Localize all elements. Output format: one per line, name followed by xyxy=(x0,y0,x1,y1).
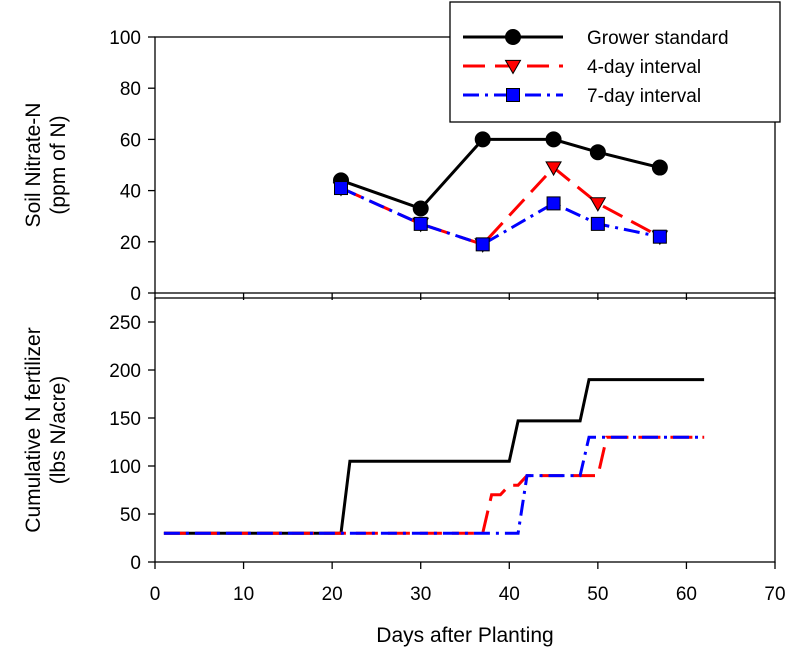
x-tick-label: 60 xyxy=(676,584,697,605)
y-tick-label: 250 xyxy=(109,313,141,334)
data-point xyxy=(546,196,561,211)
data-point xyxy=(474,131,491,148)
series-line-series-0 xyxy=(163,378,705,535)
x-tick-label: 40 xyxy=(499,584,520,605)
y-tick-label: 80 xyxy=(120,79,141,100)
bottom-panel: 0 50 100 150 200 250 0 10 20 30 40 50 60 70 Cumulative… xyxy=(22,297,786,605)
y-axis-title-line: Cumulative N fertilizer xyxy=(22,327,45,532)
plot-frame xyxy=(154,297,776,563)
y-tick-label: 40 xyxy=(120,182,141,203)
y-tick-label: 200 xyxy=(109,361,141,382)
data-point xyxy=(412,200,429,217)
y-tick-label: 50 xyxy=(120,505,141,526)
y-tick-label: 20 xyxy=(120,233,141,254)
data-point xyxy=(589,197,607,212)
legend-label: Grower standard xyxy=(587,28,729,49)
data-point xyxy=(545,161,562,177)
data-point xyxy=(589,144,606,161)
y-axis-title-line: Soil Nitrate-N xyxy=(22,103,45,228)
x-tick-label: 30 xyxy=(410,584,431,605)
x-axis-title-group: Days after Planting xyxy=(376,624,553,647)
series-line-4-day-interval xyxy=(340,165,661,247)
y-axis-title: Cumulative N fertilizer (lbs N/acre) xyxy=(22,327,70,532)
series-line-series-2 xyxy=(163,435,705,535)
y-tick-label: 100 xyxy=(109,28,141,49)
y-tick-label: 0 xyxy=(130,553,141,574)
series-line-grower-standard xyxy=(340,137,661,211)
data-point xyxy=(413,216,428,231)
x-axis-title: Days after Planting xyxy=(376,624,553,647)
y-axis-title-line: (lbs N/acre) xyxy=(47,376,70,485)
top-panel: 0 20 40 60 80 100 Soil Nitrate-N (ppm of N) xyxy=(22,28,776,305)
data-point xyxy=(545,131,562,148)
data-point xyxy=(506,88,520,102)
x-tick-label: 0 xyxy=(150,584,161,605)
data-point xyxy=(504,59,522,75)
legend-label: 7-day interval xyxy=(587,86,701,107)
y-axis-title-line: (ppm of N) xyxy=(47,115,70,214)
legend-box xyxy=(449,1,781,123)
data-point xyxy=(505,29,521,45)
data-point xyxy=(652,229,667,244)
legend: Grower standard 4-day interval 7-day inter… xyxy=(449,1,781,123)
data-point xyxy=(475,237,490,252)
y-axis-title: Soil Nitrate-N (ppm of N) xyxy=(22,103,70,228)
x-tick-label: 50 xyxy=(587,584,608,605)
data-point xyxy=(651,159,668,176)
x-tick-label: 20 xyxy=(322,584,343,605)
y-tick-label: 100 xyxy=(109,457,141,478)
data-point xyxy=(590,216,605,231)
legend-label: 4-day interval xyxy=(587,57,701,78)
data-point xyxy=(334,181,348,196)
y-tick-label: 60 xyxy=(120,130,141,151)
y-tick-label: 150 xyxy=(109,409,141,430)
series-line-series-1 xyxy=(163,435,705,535)
y-tick-label: 0 xyxy=(130,284,141,305)
series-line-7-day-interval xyxy=(340,186,661,247)
x-tick-label: 70 xyxy=(764,584,785,605)
x-tick-label: 10 xyxy=(233,584,254,605)
